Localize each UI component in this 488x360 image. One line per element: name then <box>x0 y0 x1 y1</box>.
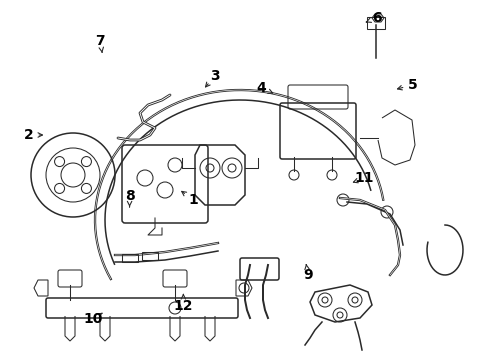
Text: 2: 2 <box>23 128 33 142</box>
Text: 8: 8 <box>124 189 134 203</box>
Text: 6: 6 <box>371 11 381 25</box>
Text: 12: 12 <box>173 299 193 313</box>
Text: 10: 10 <box>83 312 102 325</box>
Text: 11: 11 <box>354 171 373 185</box>
Text: 4: 4 <box>256 81 266 95</box>
Text: 5: 5 <box>407 78 417 91</box>
Text: 7: 7 <box>95 35 105 48</box>
Text: 3: 3 <box>210 69 220 82</box>
Text: 1: 1 <box>188 193 198 207</box>
Text: 9: 9 <box>303 269 312 282</box>
